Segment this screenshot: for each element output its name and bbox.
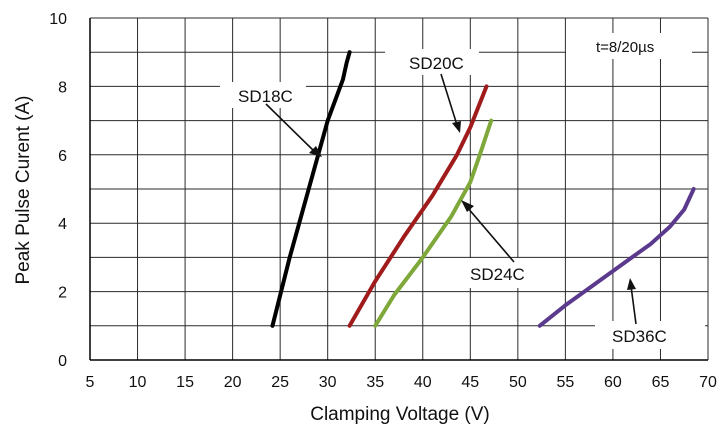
arrow-sd24c [461,200,515,263]
series-line-sd36c [537,187,696,328]
pulse-annotation: t=8/20µs [596,39,654,56]
y-tick-label: 4 [58,216,67,233]
label-boxes [220,33,705,349]
y-tick-label: 2 [58,285,67,302]
y-tick-label: 10 [49,11,67,28]
x-tick-label: 40 [414,374,432,391]
arrow-sd18c [265,103,322,157]
arrow-sd20c [440,73,461,133]
x-axis-title: Clamping Voltage (V) [310,404,490,425]
x-tick-label: 10 [129,374,147,391]
series-labels: SD18C SD20C SD24C SD36C t=8/20µs [238,39,667,346]
series-lines [270,50,696,328]
grid [89,17,709,361]
axes [89,18,708,361]
series-label-sd20c: SD20C [409,54,464,73]
label-box-sd20c [385,49,479,75]
label-box-sd24c [448,258,548,288]
label-arrows [265,73,637,325]
label-box-sd18c [220,82,306,108]
series-line-sd18c [270,50,352,328]
arrow-sd36c [627,278,637,325]
y-tick-label: 6 [58,148,67,165]
label-box-sd36c [595,321,705,349]
x-tick-label: 55 [556,374,574,391]
x-tick-label: 5 [86,374,95,391]
series-label-sd24c: SD24C [470,265,525,284]
x-tick-label: 25 [271,374,289,391]
series-line-sd20c [347,84,489,328]
series-label-sd18c: SD18C [238,87,293,106]
series-label-sd36c: SD36C [612,327,667,346]
tick-labels: 5 10 15 20 25 30 35 40 45 50 55 60 65 70 0 2 4 6 8 10 [49,11,717,391]
y-tick-label: 8 [58,79,67,96]
x-tick-label: 60 [604,374,622,391]
x-tick-label: 65 [652,374,670,391]
x-tick-label: 45 [461,374,479,391]
x-tick-label: 15 [176,374,194,391]
x-tick-label: 20 [224,374,242,391]
x-tick-label: 30 [319,374,337,391]
y-axis-title: Peak Pulse Curent (A) [13,95,34,284]
x-tick-label: 50 [509,374,527,391]
annotation-box [566,33,692,59]
x-tick-label: 70 [699,374,717,391]
x-tick-label: 35 [366,374,384,391]
y-tick-label: 0 [58,353,67,370]
series-line-sd24c [373,118,494,328]
